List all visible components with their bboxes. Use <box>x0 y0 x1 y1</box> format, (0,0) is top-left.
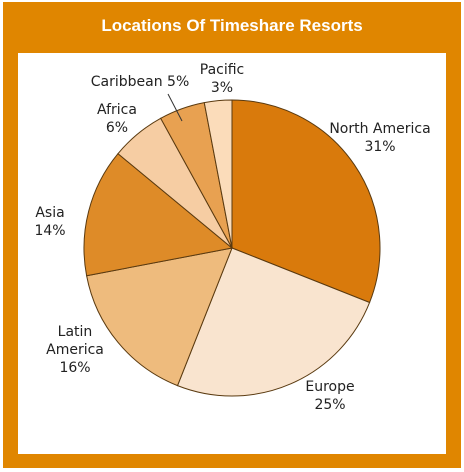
slice-label: Europe 25% <box>300 378 360 414</box>
category-label: North America <box>329 121 431 137</box>
category-label: Pacific <box>199 62 245 78</box>
slice-label: Pacific 3% <box>192 61 252 97</box>
category-label: Europe <box>305 379 355 395</box>
category-label: Latin America <box>46 324 104 358</box>
value-label: 3% <box>210 80 234 96</box>
slice-label: Latin America 16% <box>40 323 110 377</box>
value-label: 25% <box>314 397 346 413</box>
chart-title: Locations Of Timeshare Resorts <box>101 16 363 35</box>
category-label: Asia <box>35 205 65 221</box>
category-label: Caribbean <box>90 74 163 90</box>
slice-label: Africa 6% <box>92 101 142 137</box>
slice-label: North America 31% <box>315 120 445 156</box>
value-label: 14% <box>34 223 66 239</box>
slice-label: Asia 14% <box>25 204 75 240</box>
pie-slice <box>231 99 381 304</box>
value-label: 16% <box>59 360 91 376</box>
category-label: Africa <box>97 102 137 118</box>
slice-label: Caribbean 5% <box>75 73 205 91</box>
leader-line <box>167 93 183 122</box>
pie-slice <box>176 247 371 397</box>
value-label: 31% <box>364 139 396 155</box>
value-label: 5% <box>167 74 190 90</box>
value-label: 6% <box>105 120 129 136</box>
pie-slice <box>83 152 234 277</box>
pie-slice <box>203 99 233 249</box>
pie-slice <box>86 247 233 387</box>
